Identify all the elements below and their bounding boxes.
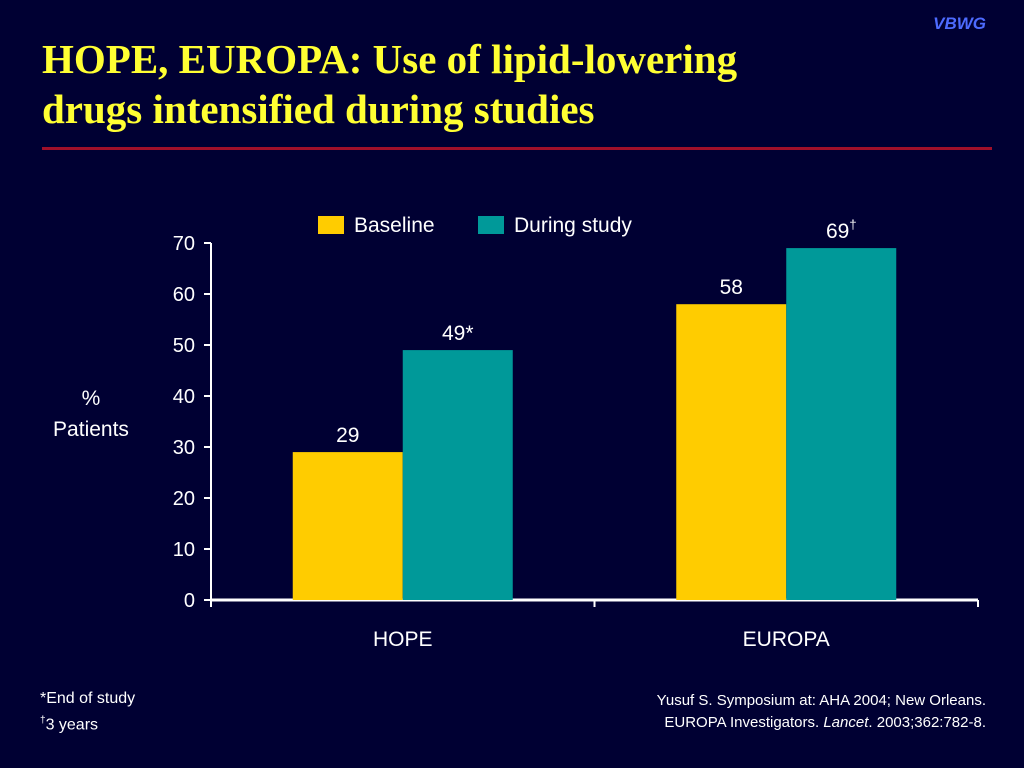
footnote-text: 3 years <box>45 716 99 734</box>
legend-label: During study <box>514 214 632 237</box>
legend-label: Baseline <box>354 214 435 237</box>
x-category-label: HOPE <box>373 628 433 651</box>
brand-logo-text: VBWG <box>933 14 986 33</box>
bar-during-study <box>402 350 513 600</box>
bar-during-study <box>786 248 897 600</box>
y-axis-label: % <box>82 387 101 410</box>
footnote-duration: †3 years <box>40 710 135 736</box>
slide-title: HOPE, EUROPA: Use of lipid-lowering drug… <box>42 34 942 134</box>
y-axis-label: Patients <box>53 418 129 441</box>
footnotes: *End of study †3 years <box>40 688 135 736</box>
title-line-2: drugs intensified during studies <box>42 86 595 132</box>
legend-swatch-during-study <box>478 216 504 234</box>
y-tick-label: 20 <box>173 488 195 510</box>
y-tick-label: 10 <box>173 539 195 561</box>
bar-baseline <box>292 452 403 600</box>
data-label-superscript: † <box>849 217 856 232</box>
x-category-label: EUROPA <box>743 628 830 651</box>
source-citation: Yusuf S. Symposium at: AHA 2004; New Orl… <box>657 690 986 734</box>
title-line-1: HOPE, EUROPA: Use of lipid-lowering <box>42 36 738 82</box>
bar-baseline <box>676 304 787 600</box>
citation-journal: Lancet <box>823 714 869 731</box>
citation-authors: EUROPA Investigators. <box>664 714 824 731</box>
y-tick-label: 0 <box>184 590 195 612</box>
citation-line-1: Yusuf S. Symposium at: AHA 2004; New Orl… <box>656 692 986 709</box>
title-divider <box>42 147 992 150</box>
y-tick-label: 70 <box>173 233 195 255</box>
dagger-mark: † <box>40 715 46 726</box>
y-tick-label: 30 <box>173 437 195 459</box>
citation-line-2: EUROPA Investigators. Lancet. 2003;362:7… <box>657 712 986 734</box>
footnote-end-of-study: *End of study <box>40 688 135 710</box>
y-tick-label: 40 <box>173 386 195 408</box>
y-tick-label: 50 <box>173 335 195 357</box>
citation-details: . 2003;362:782-8. <box>868 714 986 731</box>
y-tick-label: 60 <box>173 284 195 306</box>
data-label: 49* <box>442 322 474 345</box>
data-label: 69† <box>826 217 857 243</box>
footnote-text: *End of study <box>40 690 136 707</box>
legend-swatch-baseline <box>318 216 344 234</box>
data-label: 29 <box>336 424 359 447</box>
data-label: 58 <box>720 276 743 299</box>
